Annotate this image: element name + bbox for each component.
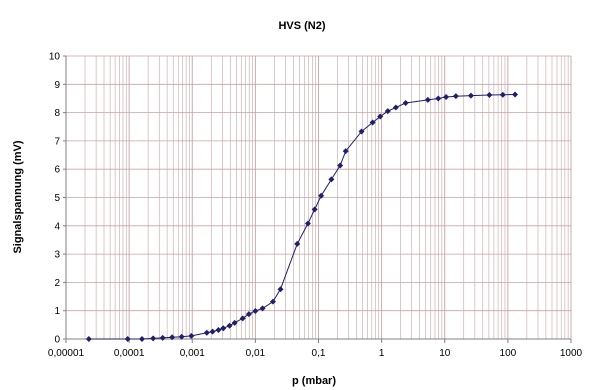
y-axis-title: Signalspannung (mV): [12, 140, 24, 253]
x-tick-label: 100: [500, 348, 517, 359]
data-point: [377, 113, 384, 120]
data-point: [226, 322, 233, 329]
x-tick-label: 1000: [560, 348, 583, 359]
data-point: [85, 336, 92, 342]
y-tick-label: 6: [54, 165, 60, 176]
data-point: [209, 328, 216, 335]
data-point: [294, 240, 301, 247]
y-tick-label: 2: [54, 278, 60, 289]
data-point: [150, 335, 157, 342]
data-point: [259, 305, 266, 312]
data-point: [231, 319, 238, 326]
data-point: [139, 336, 146, 342]
data-point: [384, 108, 391, 115]
data-point: [392, 104, 399, 111]
data-point: [358, 128, 365, 135]
data-point: [443, 94, 450, 101]
data-point: [188, 332, 195, 339]
x-tick-label: 0,01: [246, 348, 266, 359]
x-tick-label: 0,1: [312, 348, 326, 359]
data-point: [311, 206, 318, 213]
x-tick-label: 0,001: [180, 348, 205, 359]
data-point: [304, 220, 311, 227]
y-tick-label: 1: [54, 306, 60, 317]
data-point: [435, 95, 442, 102]
y-tick-label: 7: [54, 136, 60, 147]
chart-title: HVS (N2): [278, 20, 325, 32]
data-point: [499, 91, 506, 98]
y-tick-label: 5: [54, 193, 60, 204]
data-point: [452, 93, 459, 100]
y-tick-label: 10: [49, 52, 61, 63]
data-point: [337, 162, 344, 169]
data-point: [424, 96, 431, 103]
x-tick-label: 1: [379, 348, 385, 359]
x-axis-title: p (mbar): [292, 375, 336, 387]
data-point: [512, 91, 519, 98]
plot-area: 0 1 2 3 4 5 6 7 8 9 10 0,00001 0,0001 0,001 0,01 0,1 1 10…: [48, 52, 583, 360]
y-tick-label: 0: [54, 335, 60, 346]
data-point: [318, 192, 325, 199]
data-point: [159, 334, 166, 341]
data-point: [252, 307, 259, 314]
data-point: [328, 176, 335, 183]
y-tick-label: 8: [54, 108, 60, 119]
data-point: [342, 148, 349, 155]
data-point: [402, 99, 409, 106]
data-point: [369, 119, 376, 126]
data-point: [467, 92, 474, 99]
data-point: [124, 336, 131, 342]
x-tick-label: 0,00001: [48, 348, 85, 359]
data-point: [239, 315, 246, 322]
y-tick-label: 4: [54, 221, 60, 232]
data-point: [486, 92, 493, 99]
data-point: [169, 334, 176, 341]
data-point: [269, 298, 276, 305]
data-point: [203, 329, 210, 336]
data-point: [245, 311, 252, 318]
y-tick-label: 3: [54, 250, 60, 261]
data-point: [178, 333, 185, 340]
x-tick-label: 10: [439, 348, 451, 359]
x-tick-label: 0,0001: [114, 348, 145, 359]
data-point: [277, 286, 284, 293]
data-point: [215, 326, 222, 333]
y-tick-label: 9: [54, 80, 60, 91]
data-point: [220, 325, 227, 332]
